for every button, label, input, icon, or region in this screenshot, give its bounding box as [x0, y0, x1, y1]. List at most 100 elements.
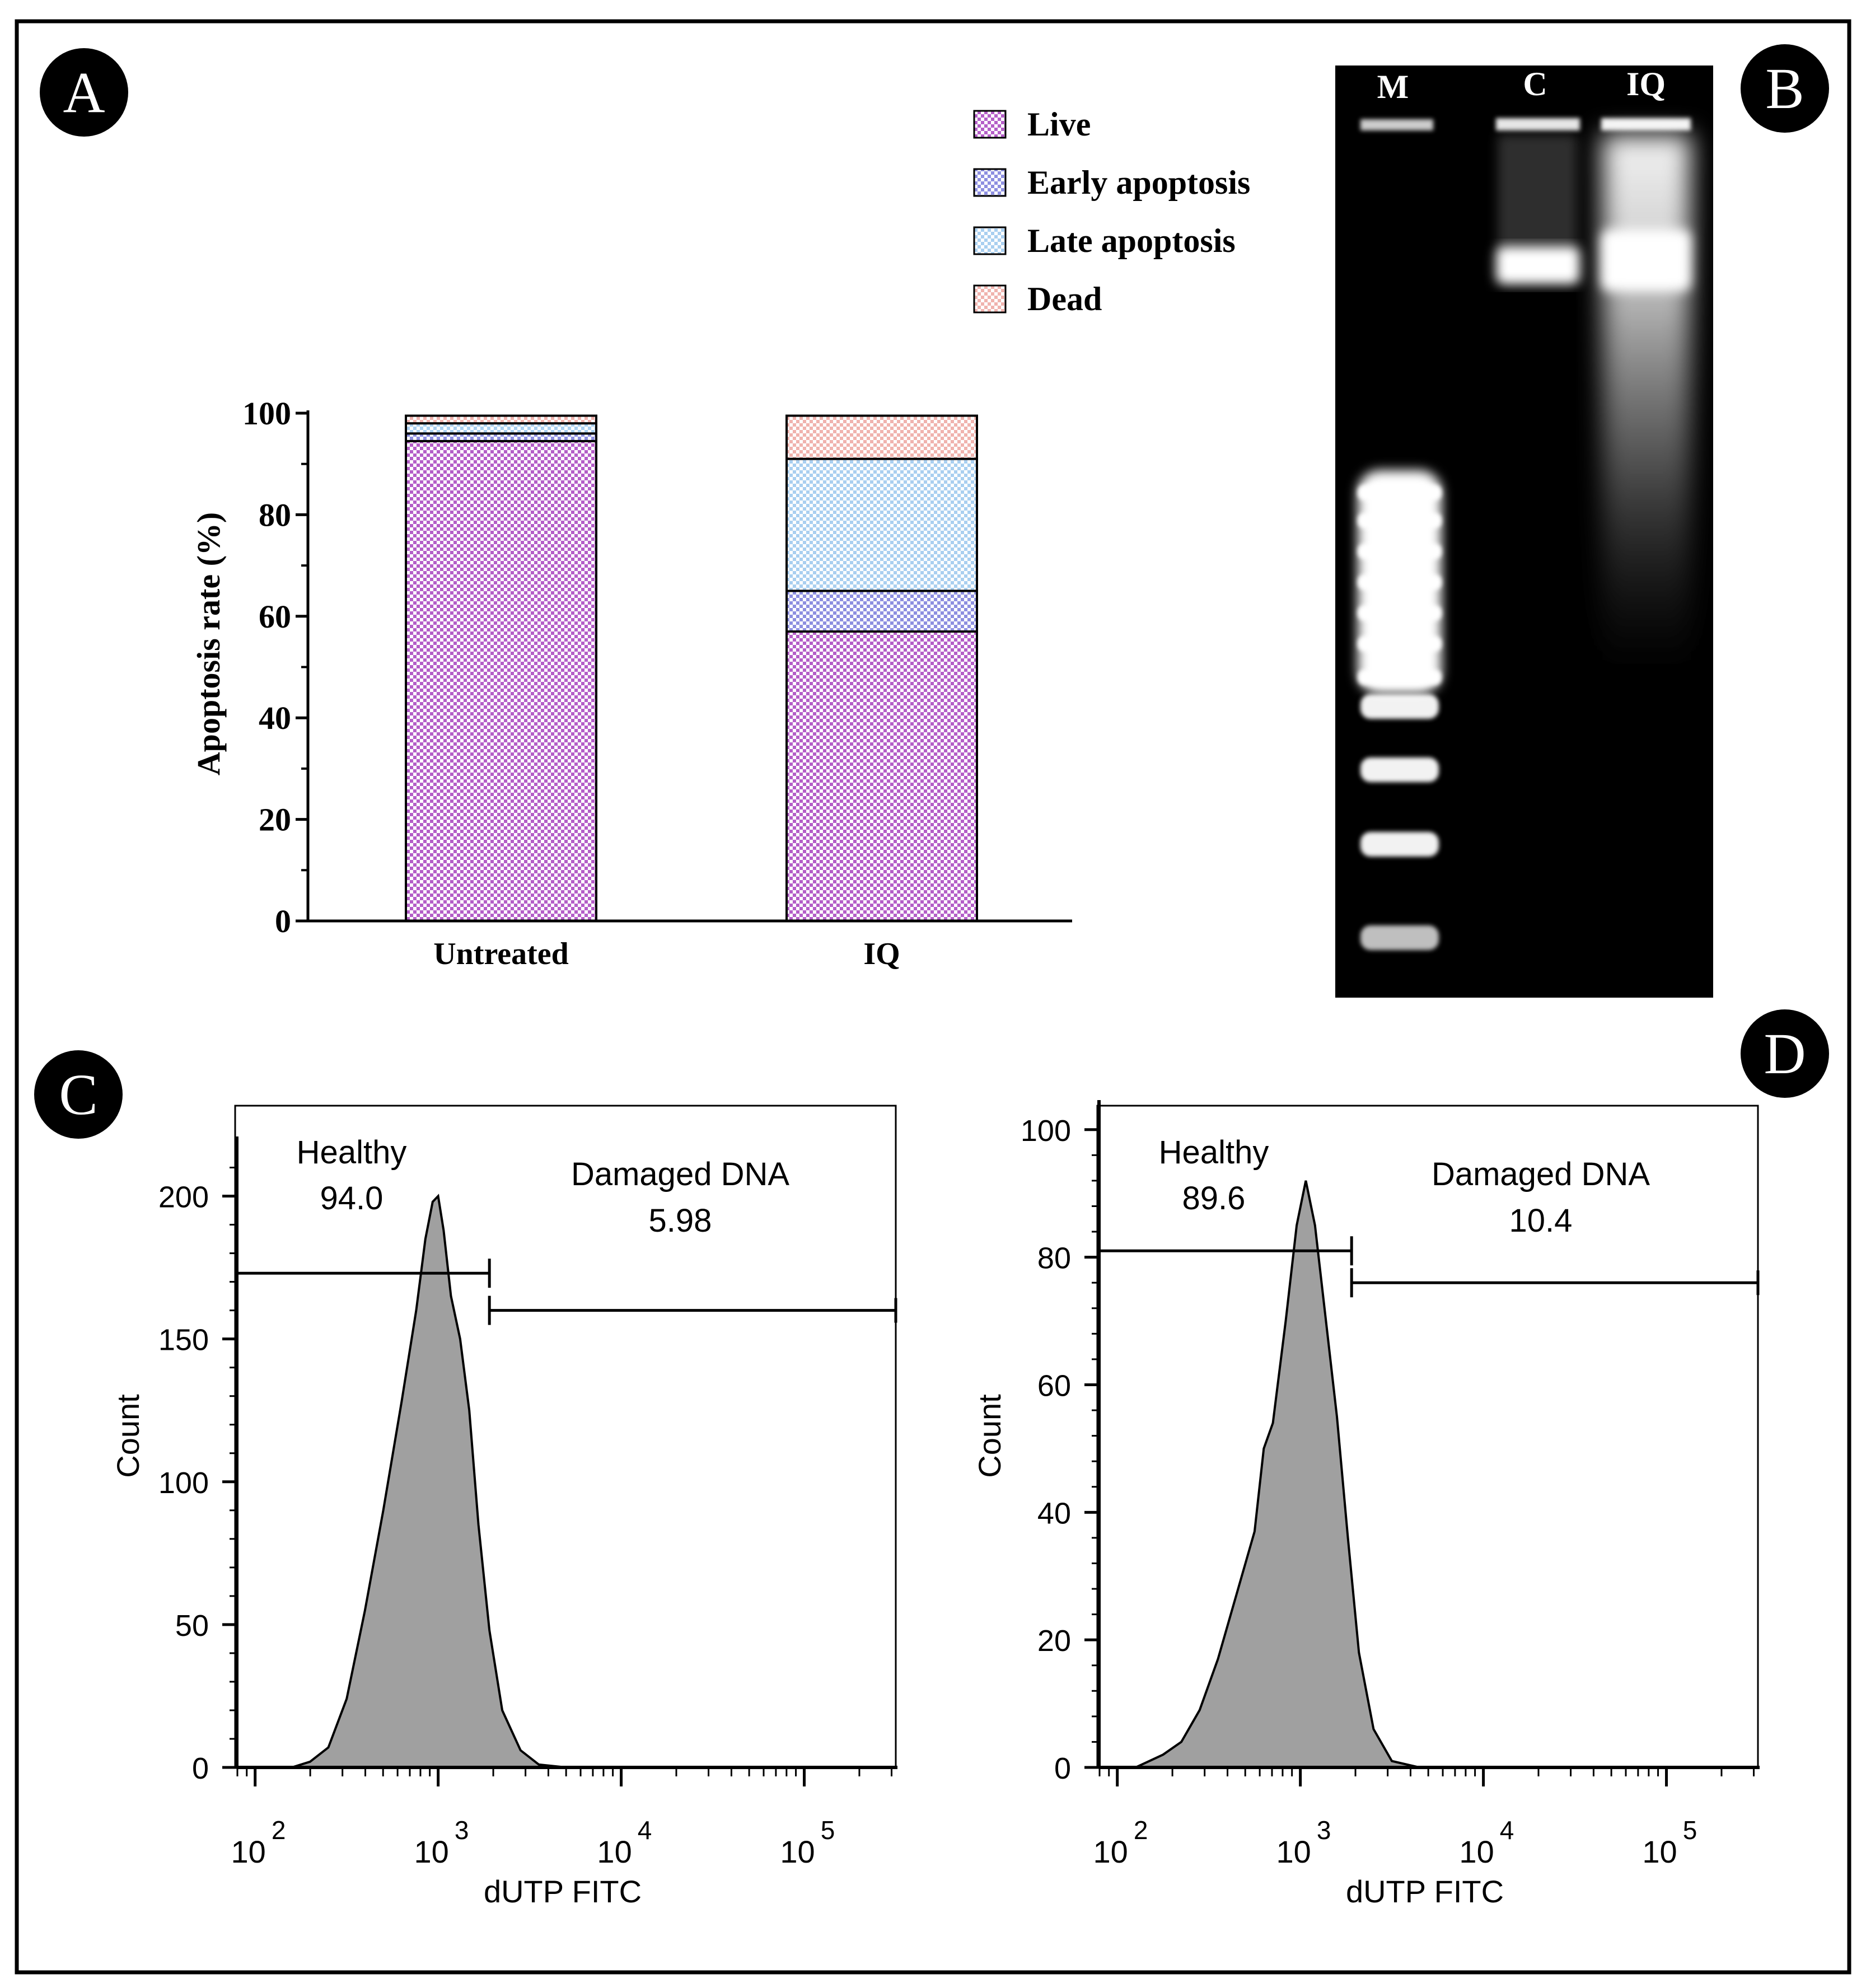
ladder-band	[1360, 694, 1439, 719]
y-tick-label: 80	[1037, 1242, 1071, 1275]
x-tick-label: IQ	[863, 937, 900, 971]
panel-label-d: D	[1764, 1022, 1806, 1086]
x-tick-base: 10	[1642, 1834, 1677, 1869]
bar-segment-late-apoptosis	[785, 457, 978, 592]
ladder-band	[1358, 636, 1442, 652]
y-tick-label: 60	[259, 598, 291, 635]
x-tick-base: 10	[597, 1834, 632, 1869]
y-tick-label: 20	[1037, 1624, 1071, 1658]
y-tick-label: 20	[259, 802, 291, 838]
panel-b-gel-image: M C IQ	[1335, 66, 1713, 998]
y-tick-label: 40	[259, 700, 291, 736]
x-tick-exponent: 4	[638, 1816, 652, 1845]
x-tick-exponent: 3	[1317, 1816, 1331, 1845]
ladder-band	[1358, 513, 1442, 528]
y-tick-label: 200	[158, 1181, 209, 1214]
x-tick-exponent: 5	[821, 1816, 835, 1845]
y-tick-label: 0	[275, 903, 291, 939]
x-tick-label: 105	[780, 1816, 835, 1869]
legend-label: Dead	[1027, 280, 1102, 317]
panel-label-c: C	[59, 1063, 97, 1127]
y-tick-label: 150	[158, 1323, 209, 1357]
x-tick-label: 102	[231, 1816, 286, 1869]
x-tick-base: 10	[414, 1834, 448, 1869]
x-tick-base: 10	[231, 1834, 266, 1869]
bar-stack-untreated	[405, 414, 597, 922]
gates: Healthy 94.0 Damaged DNA 5.98	[237, 1134, 897, 1325]
bar-segment-live	[405, 439, 597, 922]
gel-smear-c	[1498, 134, 1577, 252]
bar-segment-dead	[785, 414, 978, 460]
gate-damaged-dna: Damaged DNA 10.4	[1350, 1156, 1760, 1298]
x-tick-label: 102	[1093, 1816, 1148, 1869]
gate-name: Healthy	[297, 1134, 407, 1171]
gate-healthy: Healthy 89.6	[1099, 1134, 1353, 1266]
bar-segment-early-apoptosis	[405, 432, 597, 442]
ladder-band	[1358, 670, 1442, 685]
x-tick-base: 10	[1276, 1834, 1311, 1869]
x-tick-label: 103	[1276, 1816, 1331, 1869]
bar-segment-dead	[405, 414, 597, 425]
x-tick-exponent: 4	[1500, 1816, 1514, 1845]
bar-segment-late-apoptosis	[405, 422, 597, 435]
ladder-band	[1358, 544, 1442, 559]
gate-healthy: Healthy 94.0	[237, 1134, 491, 1288]
x-tick-label: 103	[414, 1816, 469, 1869]
panel-label-b: B	[1765, 57, 1804, 121]
gate-name: Healthy	[1159, 1134, 1269, 1171]
x-tick-label: 104	[1459, 1816, 1514, 1869]
legend-swatch	[973, 284, 1007, 314]
gel-smear-iq	[1602, 134, 1691, 672]
y-tick-label: 100	[242, 395, 291, 432]
x-tick-label: 104	[597, 1816, 652, 1869]
x-axis-label: dUTP FITC	[1346, 1874, 1504, 1909]
legend-swatch	[973, 110, 1007, 139]
legend-label: Early apoptosis	[1027, 164, 1250, 201]
gate-damaged-dna: Damaged DNA 5.98	[488, 1156, 897, 1325]
y-tick-label: 40	[1037, 1496, 1071, 1530]
gate-name: Damaged DNA	[571, 1156, 789, 1192]
ladder-band	[1360, 757, 1439, 782]
gel-well	[1360, 119, 1433, 130]
legend-swatch	[973, 226, 1007, 255]
x-tick-label: Untreated	[433, 937, 569, 971]
bar-stack-group	[405, 414, 978, 922]
bar-chart-axes: Untreated IQ 0 20 40 60 80 100	[242, 395, 1072, 971]
ladder-band	[1358, 485, 1442, 500]
x-axis-label: dUTP FITC	[484, 1874, 642, 1909]
gate-value: 5.98	[649, 1203, 712, 1239]
x-tick-exponent: 2	[1134, 1816, 1148, 1845]
x-tick-label: 105	[1642, 1816, 1697, 1869]
y-tick-label: 60	[1037, 1369, 1071, 1402]
panel-label-a: A	[63, 60, 105, 125]
ladder-band	[1360, 925, 1439, 950]
gel-band-genomic-c	[1496, 246, 1580, 284]
y-tick-label: 0	[192, 1752, 209, 1785]
y-tick-label: 100	[158, 1466, 209, 1500]
x-tick-exponent: 2	[272, 1816, 286, 1845]
figure-border	[15, 19, 1851, 1975]
panel-label-c-badge: C	[34, 1050, 123, 1139]
y-axis-label: Count	[110, 1394, 146, 1478]
y-axis-label: Apoptosis rate (%)	[190, 512, 227, 775]
x-tick-exponent: 5	[1683, 1816, 1697, 1845]
legend: Live Early apoptosis Late apoptosis Dead	[973, 106, 1250, 317]
x-tick-base: 10	[1093, 1834, 1128, 1869]
bar-segment-live	[785, 630, 978, 922]
gate-value: 10.4	[1509, 1203, 1573, 1239]
gel-band-genomic-iq	[1601, 230, 1691, 291]
gate-value: 89.6	[1182, 1180, 1246, 1217]
plot-frame	[234, 1105, 897, 1769]
plot-frame	[1096, 1105, 1759, 1769]
lane-label-c: C	[1523, 66, 1547, 102]
y-tick-label: 80	[259, 497, 291, 533]
y-tick-label: 0	[1054, 1752, 1071, 1785]
histogram-area	[291, 1194, 567, 1769]
y-tick-label: 100	[1021, 1114, 1071, 1148]
histogram-area	[1135, 1180, 1420, 1769]
gate-value: 94.0	[320, 1180, 384, 1217]
lane-label-m: M	[1377, 68, 1409, 105]
